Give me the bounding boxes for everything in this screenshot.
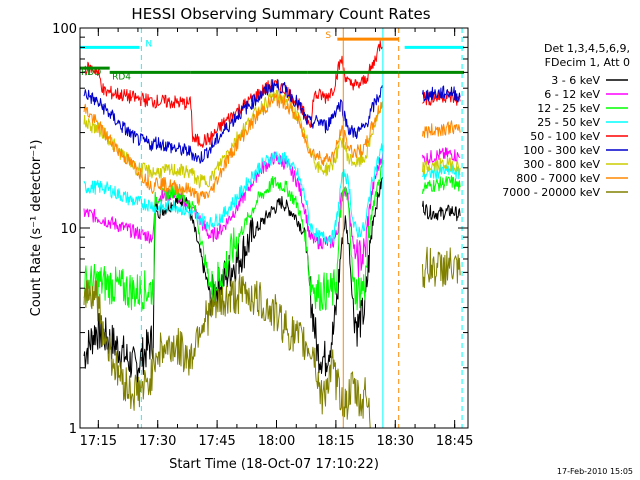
series-line-50-100-kev-8 — [83, 40, 384, 148]
y-tick-label-2: 100 — [52, 22, 77, 37]
legend-label-100-300-kev: 100 - 300 keV — [523, 144, 600, 157]
x-tick-label-4: 18:15 — [317, 434, 354, 449]
series-line-12-25-kev-4 — [83, 159, 384, 312]
x-tick-label-6: 18:45 — [436, 434, 473, 449]
series-line-6-12-kev-3 — [422, 147, 461, 166]
chart-title: HESSI Observing Summary Count Rates — [131, 5, 430, 23]
overlay-label-s: S — [325, 31, 331, 41]
legend-label-50-100-kev: 50 - 100 keV — [530, 130, 600, 143]
overlay-label-rdo: RDO — [81, 68, 101, 78]
series-line-7000-20000-kev-17 — [422, 246, 461, 289]
x-tick-label-5: 18:30 — [377, 434, 414, 449]
series-line-300-800-kev-12 — [83, 89, 384, 189]
overlay-label-rd4: RD4 — [112, 72, 131, 82]
legend-label-800-7000-kev: 800 - 7000 keV — [516, 172, 600, 185]
plot-overlays: RDO RD4 N S — [80, 28, 465, 428]
y-tick-label-1: 10 — [60, 222, 77, 237]
series-line-3-6-kev-1 — [422, 200, 461, 222]
x-axis-label: Start Time (18-Oct-07 17:10:22) — [169, 457, 379, 472]
series-line-12-25-kev-5 — [422, 175, 461, 194]
x-tick-label-2: 17:45 — [198, 434, 235, 449]
series-line-300-800-kev-13 — [422, 156, 461, 175]
legend-label-7000-20000-kev: 7000 - 20000 keV — [502, 186, 600, 199]
x-tick-label-1: 17:30 — [139, 434, 176, 449]
series-line-100-300-kev-11 — [422, 85, 461, 103]
legend-label-3-6-kev: 3 - 6 keV — [551, 74, 600, 87]
legend-label-25-50-kev: 25 - 50 keV — [537, 116, 600, 129]
series-line-800-7000-kev-15 — [422, 120, 461, 139]
y-tick-label-0: 1 — [69, 422, 77, 437]
legend-label-300-800-kev: 300 - 800 keV — [523, 158, 600, 171]
series-line-6-12-kev-2 — [83, 151, 384, 278]
y-axis-label: Count Rate (s⁻¹ detector⁻¹) — [29, 140, 44, 317]
plot-data — [83, 40, 461, 429]
legend-label-6-12-kev: 6 - 12 keV — [544, 88, 600, 101]
series-line-3-6-kev-0 — [83, 176, 384, 385]
series-line-7000-20000-kev-16 — [83, 274, 371, 429]
x-tick-label-0: 17:15 — [80, 434, 117, 449]
legend-label-12-25-kev: 12 - 25 keV — [537, 102, 600, 115]
legend-header-line-1: Det 1,3,4,5,6,9, — [544, 42, 630, 55]
axes: 17:15 17:30 17:45 18:00 18:15 18:30 18:45 1 10 10… — [52, 22, 473, 449]
footer-timestamp: 17-Feb-2010 15:05 — [557, 467, 633, 476]
series-line-25-50-kev-6 — [83, 143, 384, 245]
series-line-100-300-kev-10 — [83, 79, 384, 164]
legend-header-line-2: FDecim 1, Att 0 — [545, 56, 630, 69]
series-line-800-7000-kev-14 — [83, 93, 384, 206]
legend: Det 1,3,4,5,6,9, FDecim 1, Att 0 3 - 6 k… — [502, 42, 630, 199]
x-tick-label-3: 18:00 — [258, 434, 295, 449]
overlay-label-n: N — [145, 39, 152, 49]
